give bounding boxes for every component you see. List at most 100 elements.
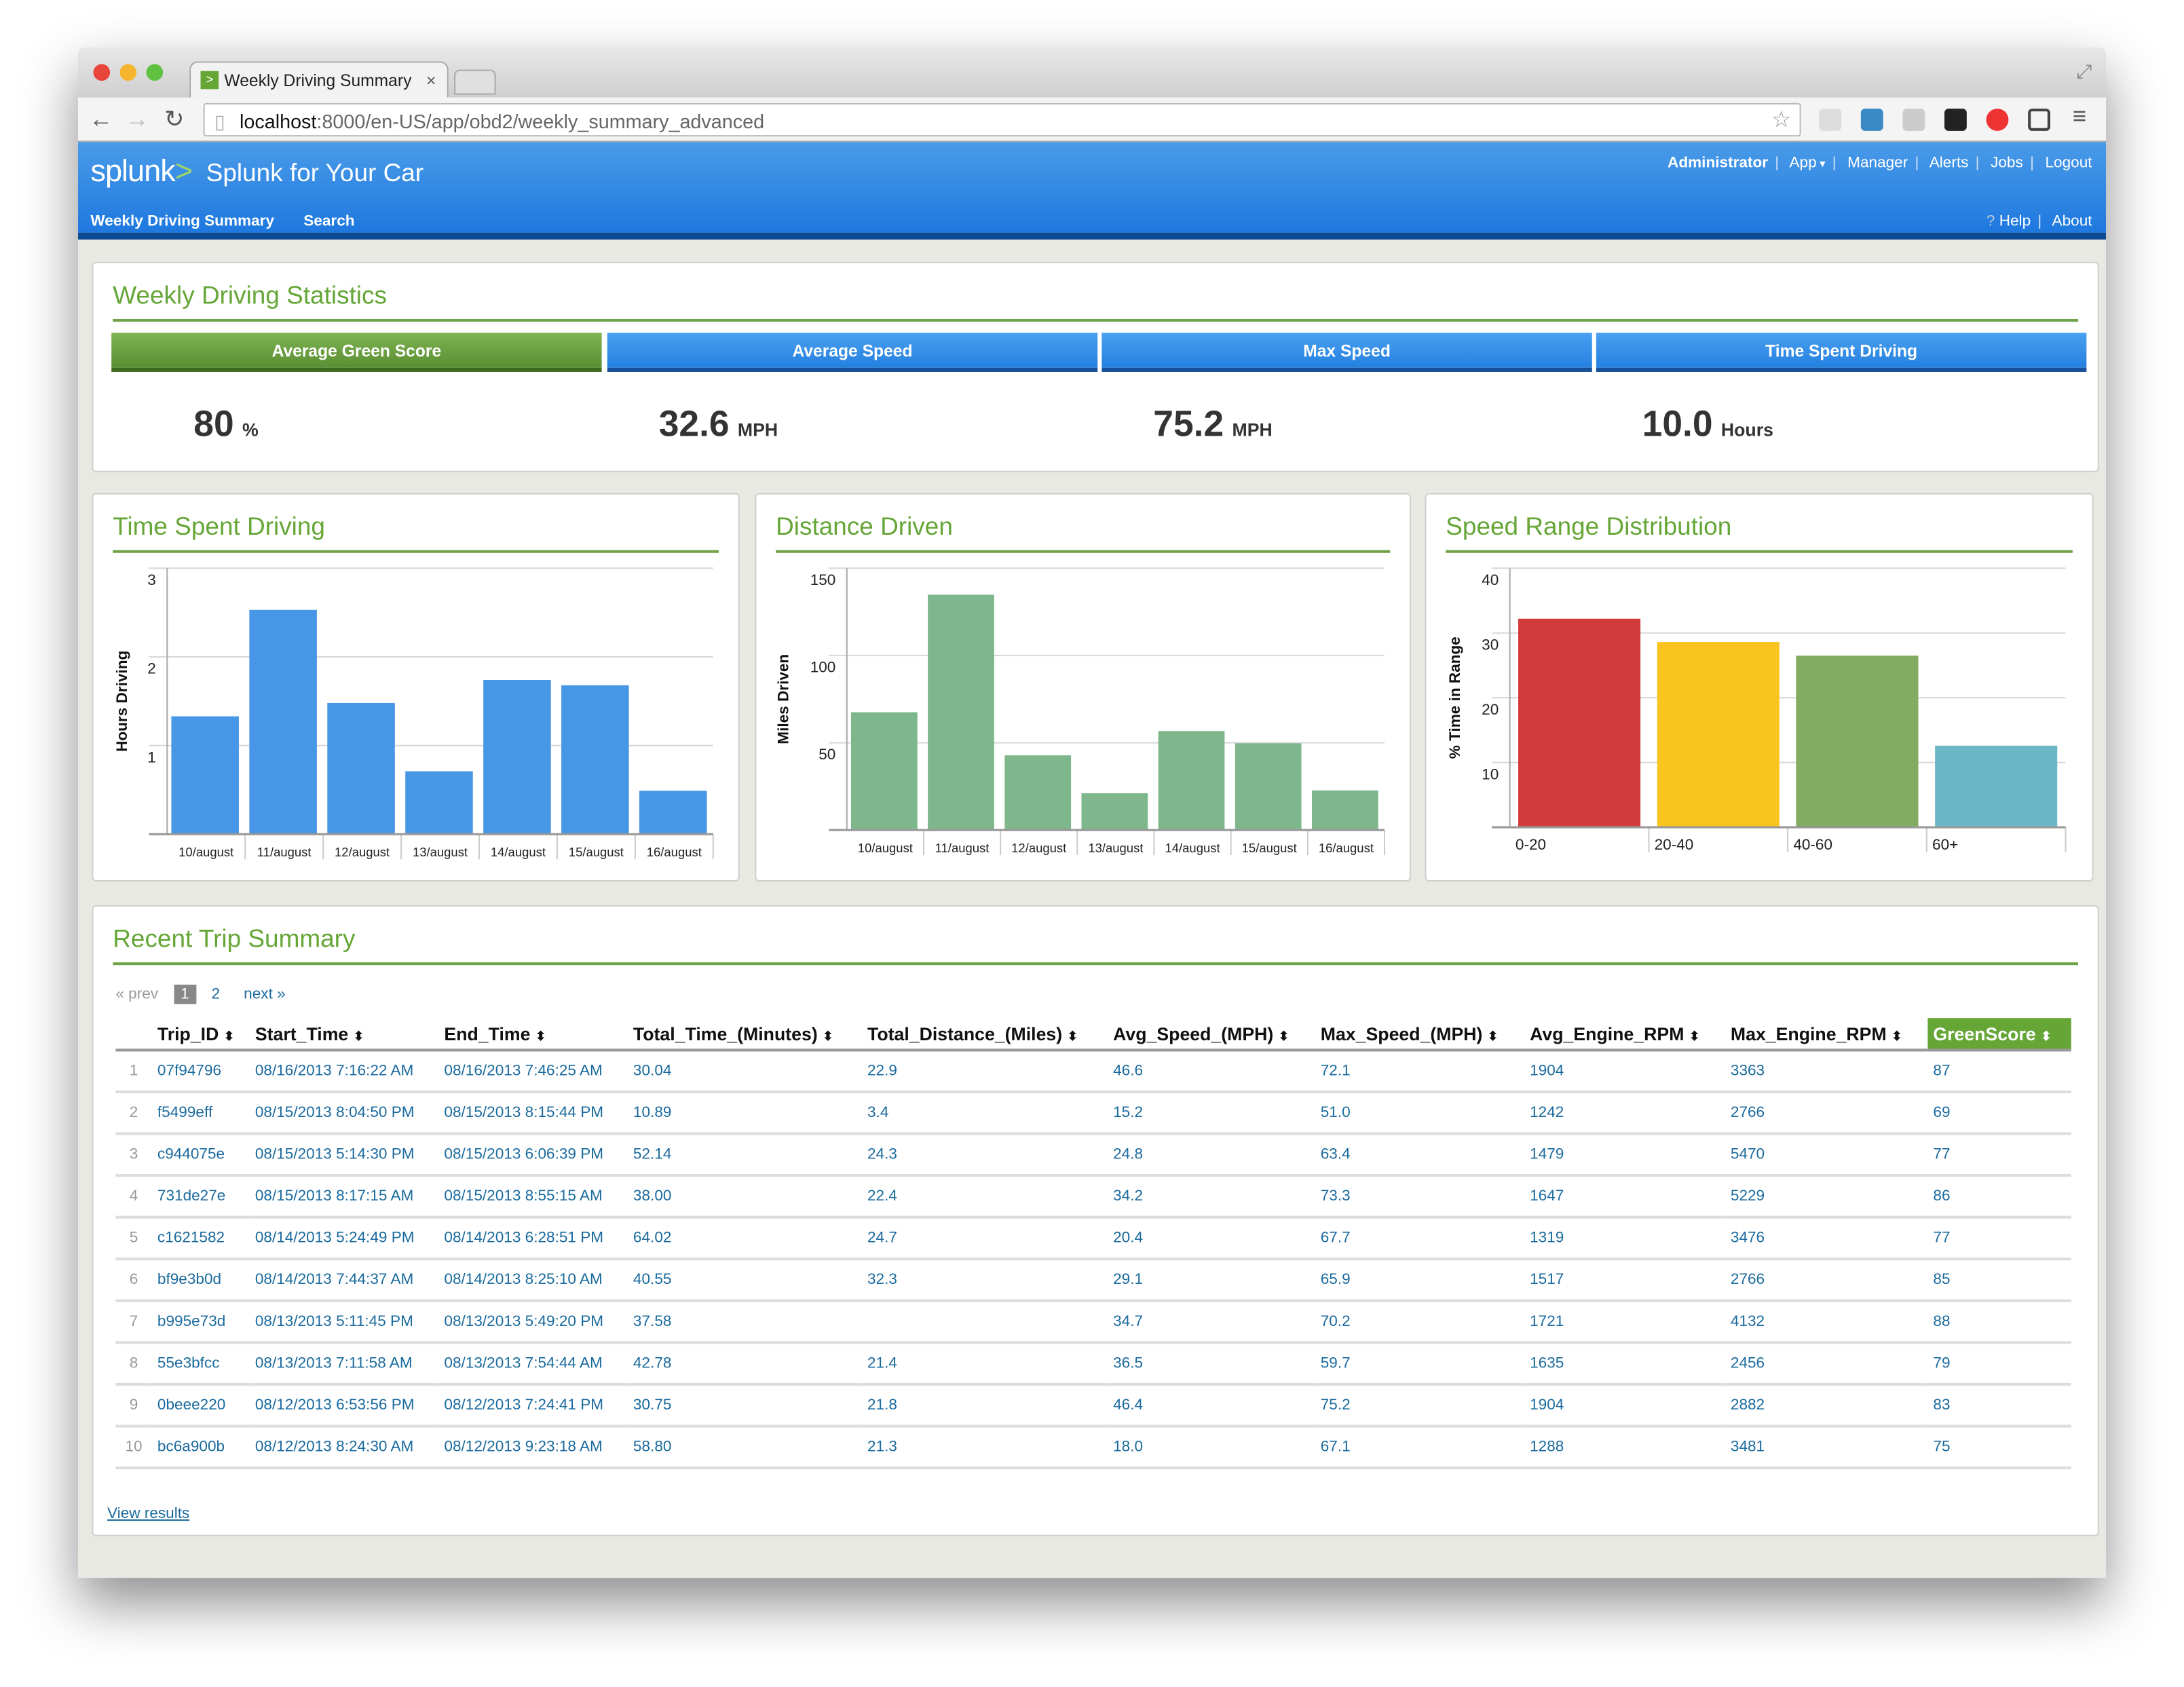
table-row: 7 b995e73d 08/13/2013 5:11:45 PM 08/13/2013… (115, 1300, 2071, 1344)
manager-link[interactable]: Manager (1847, 154, 1908, 172)
cast-icon[interactable] (2028, 109, 2050, 131)
x-tick-label: 11/august (257, 845, 312, 859)
maximize-window-button[interactable] (146, 64, 164, 81)
close-window-button[interactable] (93, 64, 111, 81)
table-cell[interactable]: 07f94796 (151, 1050, 250, 1094)
table-cell: 85 (1927, 1259, 2071, 1302)
sort-icon[interactable]: ⬍ (1278, 1029, 1289, 1044)
logout-link[interactable]: Logout (2045, 154, 2092, 172)
table-cell: 08/15/2013 8:55:15 AM (438, 1175, 628, 1219)
sort-icon[interactable]: ⬍ (1487, 1029, 1499, 1044)
column-header[interactable]: Max_Speed_(MPH) ⬍ (1315, 1018, 1524, 1052)
sort-icon[interactable]: ⬍ (223, 1029, 235, 1044)
bar (1796, 656, 1919, 828)
prev-link[interactable]: « prev (115, 986, 159, 1003)
app-menu[interactable]: App (1789, 154, 1817, 172)
column-header[interactable]: Trip_ID ⬍ (151, 1018, 250, 1052)
nav-weekly-driving-summary[interactable]: Weekly Driving Summary (90, 213, 275, 230)
help-link[interactable]: Help (1999, 213, 2031, 230)
table-cell: 73.3 (1315, 1175, 1524, 1219)
table-cell: 88 (1927, 1300, 2071, 1344)
about-link[interactable]: About (2052, 213, 2092, 230)
administrator-link[interactable]: Administrator (1668, 154, 1769, 172)
url-input[interactable]: ▯ localhost:8000/en-US/app/obd2/weekly_s… (203, 102, 1801, 137)
table-cell: 08/12/2013 8:24:30 AM (249, 1426, 439, 1470)
gmail-icon[interactable] (1902, 109, 1925, 131)
table-cell: 86 (1927, 1175, 2071, 1219)
column-header[interactable]: Start_Time ⬍ (249, 1018, 439, 1052)
table-cell: 08/12/2013 9:23:18 AM (438, 1426, 628, 1470)
fullscreen-icon[interactable]: ⤢ (2076, 60, 2092, 83)
extension-icon[interactable] (1860, 109, 1883, 131)
row-number: 8 (115, 1342, 152, 1386)
browser-tab[interactable]: > Weekly Driving Summary × (189, 61, 449, 98)
table-cell[interactable]: b995e73d (151, 1300, 250, 1344)
sort-icon[interactable]: ⬍ (1689, 1029, 1700, 1044)
bar (928, 594, 994, 831)
sort-icon[interactable]: ⬍ (535, 1029, 546, 1044)
reload-icon[interactable]: ↻ (164, 105, 185, 132)
nav-search[interactable]: Search (303, 213, 355, 230)
table-cell: 5229 (1725, 1175, 1928, 1219)
table-cell[interactable]: 55e3bfcc (151, 1342, 250, 1386)
table-cell[interactable]: c944075e (151, 1133, 250, 1177)
sort-icon[interactable]: ⬍ (353, 1029, 364, 1044)
page-1[interactable]: 1 (173, 984, 196, 1004)
minimize-window-button[interactable] (119, 64, 137, 81)
table-cell[interactable]: 731de27e (151, 1175, 250, 1219)
row-number: 1 (115, 1050, 152, 1094)
y-tick-label: 20 (1482, 701, 1499, 718)
table-cell: 3481 (1725, 1426, 1928, 1470)
new-tab-button[interactable] (454, 69, 496, 95)
table-cell[interactable]: 0beee220 (151, 1384, 250, 1428)
table-cell: 63.4 (1315, 1133, 1524, 1177)
sort-icon[interactable]: ⬍ (1891, 1029, 1902, 1044)
table-cell: 75 (1927, 1426, 2071, 1470)
extension-icon[interactable] (1819, 109, 1842, 131)
column-header[interactable]: Total_Distance_(Miles) ⬍ (861, 1018, 1108, 1052)
bookmark-star-icon[interactable]: ☆ (1771, 109, 1792, 132)
column-header[interactable]: Total_Time_(Minutes) ⬍ (627, 1018, 862, 1052)
extension-icon[interactable] (1986, 109, 2009, 131)
column-header[interactable]: Max_Engine_RPM ⬍ (1725, 1018, 1928, 1052)
address-bar-row: ← → ↻ ▯ localhost:8000/en-US/app/obd2/we… (77, 97, 2107, 143)
table-cell: 08/14/2013 8:25:10 AM (438, 1259, 628, 1302)
next-link[interactable]: next » (244, 986, 286, 1003)
table-cell[interactable]: bf9e3b0d (151, 1259, 250, 1302)
jobs-link[interactable]: Jobs (1991, 154, 2023, 172)
table-cell: 1647 (1524, 1175, 1725, 1219)
bar (483, 679, 551, 835)
column-header[interactable]: Avg_Engine_RPM ⬍ (1524, 1018, 1725, 1052)
table-cell: 08/15/2013 8:15:44 PM (438, 1092, 628, 1135)
table-cell[interactable]: bc6a900b (151, 1426, 250, 1470)
forward-icon[interactable]: → (125, 105, 149, 132)
table-cell: 36.5 (1107, 1342, 1315, 1386)
back-icon[interactable]: ← (89, 105, 113, 132)
stat-number: 75.2 (1153, 402, 1224, 444)
table-cell (861, 1300, 1108, 1344)
column-header[interactable]: End_Time ⬍ (438, 1018, 628, 1052)
table-cell: 46.6 (1107, 1050, 1315, 1094)
view-results-link[interactable]: View results (107, 1505, 190, 1523)
table-cell: 08/14/2013 6:28:51 PM (438, 1217, 628, 1261)
bar (639, 791, 707, 835)
top-links: Administrator | App ▾ | Manager | Alerts | J… (1668, 154, 2092, 172)
menu-icon[interactable]: ≡ (2072, 102, 2087, 130)
column-header[interactable]: GreenScore ⬍ (1927, 1018, 2071, 1052)
page-2[interactable]: 2 (211, 986, 221, 1003)
sort-icon[interactable]: ⬍ (2041, 1029, 2052, 1044)
column-header[interactable]: Avg_Speed_(MPH) ⬍ (1107, 1018, 1315, 1052)
alerts-link[interactable]: Alerts (1929, 154, 1969, 172)
table-cell[interactable]: c1621582 (151, 1217, 250, 1261)
stat-value: 80% (193, 402, 258, 446)
table-cell[interactable]: f5499eff (151, 1092, 250, 1135)
table-cell: 72.1 (1315, 1050, 1524, 1094)
sort-icon[interactable]: ⬍ (823, 1029, 833, 1044)
table-row: 2 f5499eff 08/15/2013 8:04:50 PM 08/15/2013… (115, 1092, 2071, 1135)
extension-icon[interactable] (1944, 109, 1967, 131)
table-cell: 24.8 (1107, 1133, 1315, 1177)
splunk-logo[interactable]: splunk> (90, 153, 193, 189)
x-tick-label: 13/august (413, 845, 468, 859)
sort-icon[interactable]: ⬍ (1067, 1029, 1078, 1044)
close-tab-icon[interactable]: × (426, 71, 436, 91)
